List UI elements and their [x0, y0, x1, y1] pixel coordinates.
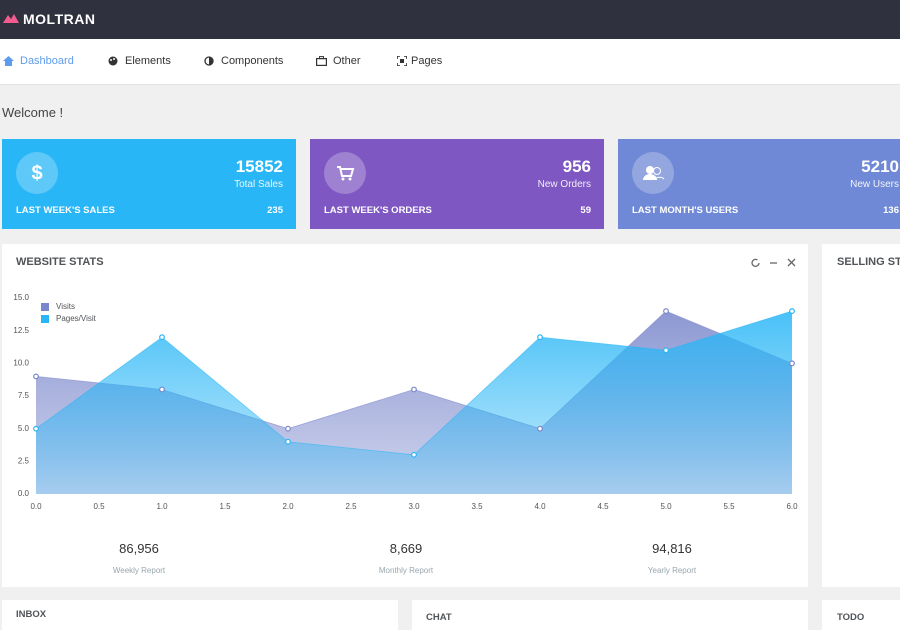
stat-card: 956 New Orders LAST WEEK'S ORDERS 59 [310, 139, 604, 229]
y-tick-label: 2.5 [18, 456, 30, 465]
panel-title: TODO [837, 612, 865, 623]
x-tick-label: 0.5 [93, 502, 105, 511]
users-icon [632, 152, 674, 194]
legend-swatch [41, 315, 49, 323]
area-chart: 0.0 2.5 5.0 7.5 10.0 12.5 15.0 0.0 0.5 1.0 1.5 2.0 2… [13, 293, 798, 511]
data-point [789, 308, 795, 314]
refresh-button[interactable] [751, 258, 760, 267]
stat-card: 5210 New Users LAST MONTH'S USERS 136 [618, 139, 900, 229]
welcome: Welcome ! [2, 105, 64, 120]
dollar-icon: $ [16, 152, 58, 194]
data-point [159, 386, 165, 393]
inbox-panel: INBOX [2, 600, 398, 630]
data-point [789, 360, 795, 367]
area [36, 311, 792, 494]
todo-panel: TODO [822, 600, 900, 630]
top-bar: MOLTRAN [0, 0, 900, 39]
contrast-icon [204, 56, 214, 66]
summary-value: 8,669 [389, 541, 423, 556]
home-icon [3, 56, 14, 66]
x-tick-label: 1.0 [156, 502, 168, 511]
data-point [663, 347, 669, 354]
data-point [663, 308, 669, 314]
panel-title: INBOX [16, 609, 47, 620]
x-tick-label: 0.0 [30, 502, 42, 511]
summary-value: 94,816 [652, 541, 692, 556]
summary-label: Monthly Report [378, 566, 434, 575]
panel-tools [751, 258, 796, 267]
x-tick-label: 5.0 [660, 502, 672, 511]
data-point [33, 373, 39, 380]
card-label: New Orders [537, 179, 591, 190]
x-tick-label: 5.5 [723, 502, 735, 511]
cart-icon [324, 152, 366, 194]
data-point [537, 334, 543, 341]
data-point [411, 386, 417, 393]
x-tick-label: 3.0 [408, 502, 420, 511]
card-value: 956 [562, 157, 591, 176]
panel-title: SELLING STATS [837, 256, 900, 268]
selling-stats-panel: SELLING STATS [822, 244, 900, 587]
palette-icon [108, 56, 118, 66]
y-tick-label: 5.0 [18, 424, 30, 433]
website-stats-panel: WEBSITE STATS 0.0 2.5 5.0 7.5 10.0 12.5 15.0 0.… [2, 244, 808, 587]
y-tick-label: 12.5 [13, 326, 29, 335]
briefcase-icon [316, 56, 327, 66]
data-point [537, 425, 543, 432]
y-tick-label: 7.5 [18, 391, 30, 400]
close-button[interactable] [787, 258, 796, 267]
svg-text:$: $ [31, 162, 42, 184]
summary-label: Weekly Report [112, 566, 166, 575]
x-tick-label: 6.0 [786, 502, 798, 511]
x-tick-label: 3.5 [471, 502, 483, 511]
nav-bar [0, 39, 900, 85]
pages-icon [397, 56, 407, 66]
card-footer-value: 136 [883, 205, 899, 216]
data-point [33, 425, 39, 432]
data-point [411, 451, 417, 458]
card-label: New Users [850, 179, 899, 190]
nav-item[interactable]: Dashboard [20, 55, 74, 67]
brand[interactable]: MOLTRAN [23, 11, 96, 27]
x-tick-label: 1.5 [219, 502, 231, 511]
x-tick-label: 4.0 [534, 502, 546, 511]
nav-item[interactable]: Other [333, 55, 361, 67]
nav-item[interactable]: Elements [125, 55, 171, 67]
panel-title: CHAT [426, 612, 452, 623]
chat-panel: CHAT [412, 600, 808, 630]
panel-title: WEBSITE STATS [16, 256, 104, 268]
card-footer-label: LAST WEEK'S ORDERS [324, 205, 432, 216]
legend-swatch [41, 303, 49, 311]
card-value: 5210 [861, 157, 899, 176]
legend-label: Visits [56, 302, 75, 311]
legend-label: Pages/Visit [56, 314, 97, 323]
summary-value: 86,956 [119, 541, 159, 556]
summary-label: Yearly Report [647, 566, 697, 575]
data-point [285, 438, 291, 445]
y-tick-label: 15.0 [13, 293, 29, 302]
card-footer-value: 235 [267, 205, 283, 216]
stat-card: $ 15852 Total Sales LAST WEEK'S SALES 23… [2, 139, 296, 229]
card-label: Total Sales [234, 179, 283, 190]
y-tick-label: 10.0 [13, 358, 29, 367]
data-point [285, 425, 291, 432]
x-tick-label: 2.5 [345, 502, 357, 511]
data-point [159, 334, 165, 341]
x-tick-label: 2.0 [282, 502, 294, 511]
card-footer-label: LAST MONTH'S USERS [632, 205, 739, 216]
card-footer-value: 59 [580, 205, 591, 216]
card-value: 15852 [235, 157, 283, 176]
card-footer-label: LAST WEEK'S SALES [16, 205, 115, 216]
logo-icon [3, 14, 19, 23]
y-tick-label: 0.0 [18, 489, 30, 498]
x-tick-label: 4.5 [597, 502, 609, 511]
nav-item[interactable]: Pages [411, 55, 443, 67]
nav-item[interactable]: Components [221, 55, 284, 67]
